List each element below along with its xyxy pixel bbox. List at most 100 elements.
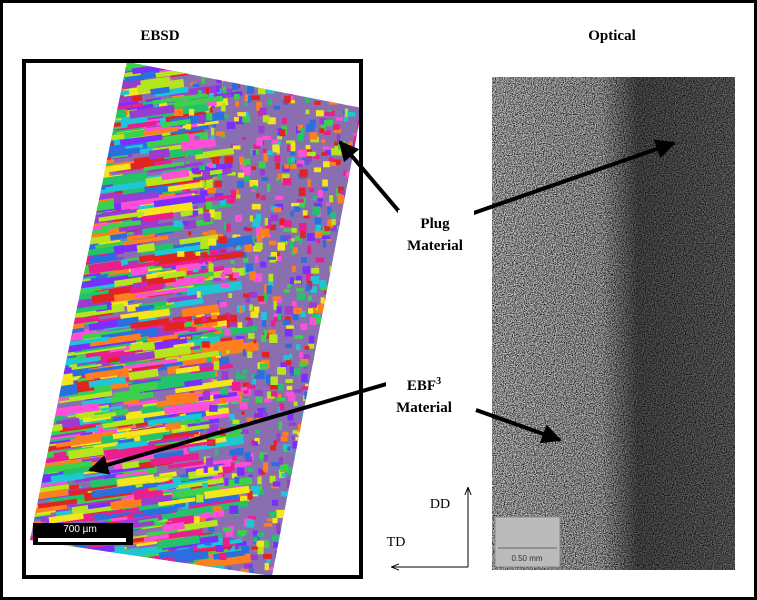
grain [247,85,253,94]
grain [292,440,297,448]
grain [347,216,354,223]
grain [68,67,115,79]
grain [233,272,239,278]
grain [258,296,264,302]
grain [261,312,267,320]
grain [194,585,198,589]
grain [296,540,303,545]
grain [263,554,272,559]
grain [327,529,333,537]
grain [237,181,244,188]
grain [284,289,290,293]
grain [273,207,281,212]
annotation: Material [407,238,463,254]
grain [215,449,219,456]
grain [298,462,304,471]
grain [38,388,53,393]
grain [363,208,372,212]
grain [230,449,236,455]
grain [291,548,295,551]
grain [333,421,338,426]
grain [305,110,309,115]
grain [74,122,113,131]
grain [26,86,84,98]
grain [28,214,83,228]
grain [253,340,256,344]
grain [356,319,359,324]
grain [34,49,83,60]
grain [268,257,276,260]
grain [209,405,218,412]
grain [290,520,293,526]
grain [226,531,233,537]
grain [342,448,351,452]
grain [240,163,243,169]
grain [287,581,296,590]
grain [314,167,321,172]
grain [214,465,219,470]
grain [226,350,229,354]
grain [203,391,211,400]
grain [332,72,336,80]
grain [227,89,232,93]
grain [224,93,231,97]
grain [231,78,237,81]
grain [216,131,225,135]
grain [363,71,369,75]
grain [324,226,329,231]
grain [277,367,286,375]
grain [214,181,221,188]
grain [336,553,342,558]
grain [256,541,264,548]
grain [38,166,80,177]
grain [234,94,239,100]
grain [55,118,106,129]
grain [83,554,112,564]
grain [66,153,84,161]
grain [314,101,320,105]
grain [317,368,323,376]
grain [308,308,313,313]
grain [337,134,340,142]
grain [94,72,125,84]
grain [51,239,73,246]
grain [223,527,232,531]
grain [28,385,59,397]
grain [220,301,227,307]
grain [320,77,329,83]
grain [269,274,274,282]
grain [257,71,263,78]
grain [44,198,83,208]
grain [365,288,371,294]
grain [336,338,343,341]
grain [313,72,322,76]
grain [31,172,82,183]
grain [65,133,86,140]
grain [297,133,303,141]
grain [338,222,345,228]
grain [211,127,214,135]
grain [351,561,358,566]
grain [257,408,263,413]
grain [27,230,66,244]
grain [192,335,199,340]
grain [25,385,49,396]
grain [289,366,293,373]
grain [245,95,248,102]
grain [261,195,266,200]
grain [297,442,303,450]
scale-bar-line [38,538,126,542]
grain [301,534,310,542]
grain [297,432,305,436]
grain [281,491,290,496]
grain [353,258,358,263]
grain [296,459,304,466]
grain [346,219,353,224]
grain [208,238,216,246]
grain [279,457,283,465]
grain [322,146,330,149]
grain [319,498,328,503]
grain [340,289,343,296]
grain [245,452,251,459]
grain [287,386,293,390]
